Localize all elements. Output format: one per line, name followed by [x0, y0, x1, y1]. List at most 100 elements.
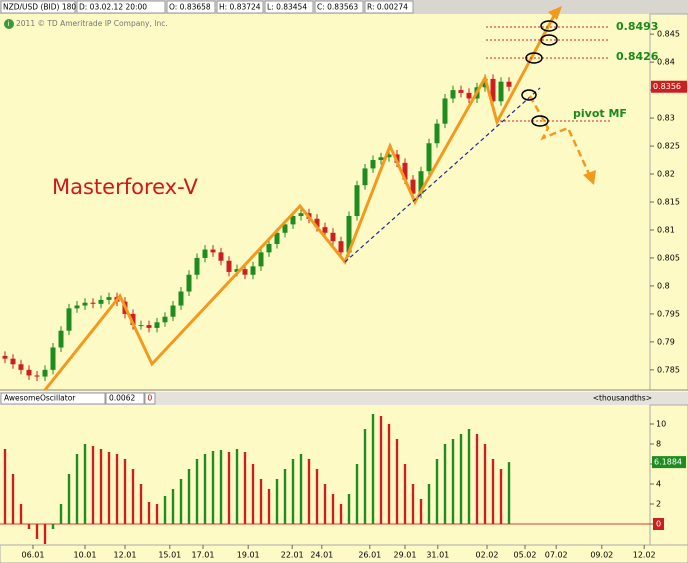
candle-body	[450, 90, 456, 99]
candle-body	[202, 249, 208, 258]
candle-body	[74, 305, 80, 309]
y-tick-label: 4	[656, 480, 661, 489]
osc-bar	[419, 499, 423, 524]
price-axis	[649, 13, 688, 391]
osc-bar	[163, 496, 167, 524]
header-field: D: 03.02.12 20:00	[79, 3, 147, 12]
price-badge	[651, 80, 687, 93]
osc-bar	[499, 469, 503, 524]
header-fields: D: 03.02.12 20:00 O: 0.83658 H: 0.83724 L: …	[76, 0, 414, 14]
osc-bar	[139, 484, 143, 524]
osc-bar	[443, 444, 447, 524]
osc-bar	[75, 454, 79, 524]
header-field: R: 0.00274	[367, 3, 408, 12]
osc-bar	[475, 434, 479, 524]
osc-param: 0	[148, 394, 153, 403]
osc-bar	[275, 479, 279, 524]
x-tick-label: 09.02	[590, 551, 613, 560]
header-field: H: 0.83724	[219, 3, 261, 12]
y-tick-label: 0.825	[657, 142, 680, 151]
osc-bar	[339, 504, 343, 524]
osc-bar	[403, 464, 407, 524]
candle-body	[242, 269, 248, 275]
candle-body	[498, 81, 504, 102]
forecast-line	[528, 95, 592, 177]
candle-body	[418, 171, 424, 194]
osc-bar	[243, 452, 247, 524]
osc-param: 0.0062	[109, 394, 135, 403]
osc-bar	[203, 454, 207, 524]
osc-bar	[379, 416, 383, 524]
value-badge	[652, 456, 686, 469]
osc-bar	[395, 439, 399, 524]
candle-body	[210, 249, 216, 253]
candle-body	[58, 330, 64, 348]
candle-body	[194, 257, 200, 275]
osc-bar	[219, 450, 223, 524]
candle-body	[130, 313, 136, 326]
candle-body	[258, 252, 264, 267]
candle-body	[2, 355, 8, 359]
x-tick-label: 06.01	[22, 551, 45, 560]
header-box	[364, 0, 414, 14]
value-badge-label: 6.1884	[654, 458, 682, 467]
candle-body	[410, 179, 416, 194]
time-axis	[0, 544, 688, 563]
candle-body	[50, 347, 56, 370]
candle-body	[266, 243, 272, 253]
osc-bar	[3, 449, 7, 524]
candle-body	[458, 90, 464, 93]
candle-body	[426, 143, 432, 172]
candle-body	[434, 123, 440, 144]
x-tick-label: 15.01	[158, 551, 181, 560]
osc-bar	[43, 524, 47, 544]
x-tick-label: 05.02	[514, 551, 537, 560]
copyright: 2011 © TD Ameritrade IP Company, Inc.	[16, 19, 168, 28]
trend-line	[344, 87, 541, 263]
header-box	[0, 0, 76, 14]
osc-unit: <thousandths>	[593, 394, 652, 403]
header-field: C: 0.83563	[317, 3, 358, 12]
osc-bar	[115, 454, 119, 524]
y-tick-label: 0.795	[657, 309, 680, 318]
ellipse	[540, 20, 558, 32]
candle-body	[282, 224, 288, 233]
x-tick-label: 29.01	[394, 551, 417, 560]
osc-bar	[259, 479, 263, 524]
osc-bar	[51, 524, 55, 529]
candle-body	[354, 185, 360, 216]
x-tick-label: 19.01	[237, 551, 260, 560]
candle-body	[506, 81, 512, 87]
candle-body	[490, 78, 496, 102]
osc-bar	[11, 474, 15, 524]
osc-bar	[483, 444, 487, 524]
osc-header-box	[144, 392, 156, 405]
header-field: L: 0.83454	[267, 3, 307, 12]
osc-bar	[235, 449, 239, 524]
osc-bar	[211, 451, 215, 524]
candle-body	[106, 297, 112, 300]
header-box	[76, 0, 166, 14]
y-tick-label: 0.815	[657, 198, 680, 207]
zero-badge	[653, 518, 664, 530]
y-tick-label: 2	[656, 500, 661, 509]
osc-bar	[195, 459, 199, 524]
symbol-title: NZD/USD (BID) 180 d 4h	[3, 3, 95, 12]
osc-bar	[491, 459, 495, 524]
osc-bar	[19, 504, 23, 524]
x-tick-label: 10.01	[74, 551, 97, 560]
osc-bar	[363, 429, 367, 524]
osc-bar	[435, 459, 439, 524]
candle-body	[186, 274, 192, 292]
osc-bar	[459, 434, 463, 524]
candle-body	[42, 369, 48, 377]
y-tick-label: 0.84	[657, 58, 675, 67]
info-icon-glyph: i	[8, 20, 10, 28]
candle-body	[386, 154, 392, 158]
osc-bar	[507, 462, 511, 524]
osc-bar	[179, 479, 183, 524]
ellipse	[521, 89, 537, 101]
x-tick-label: 17.01	[192, 551, 215, 560]
